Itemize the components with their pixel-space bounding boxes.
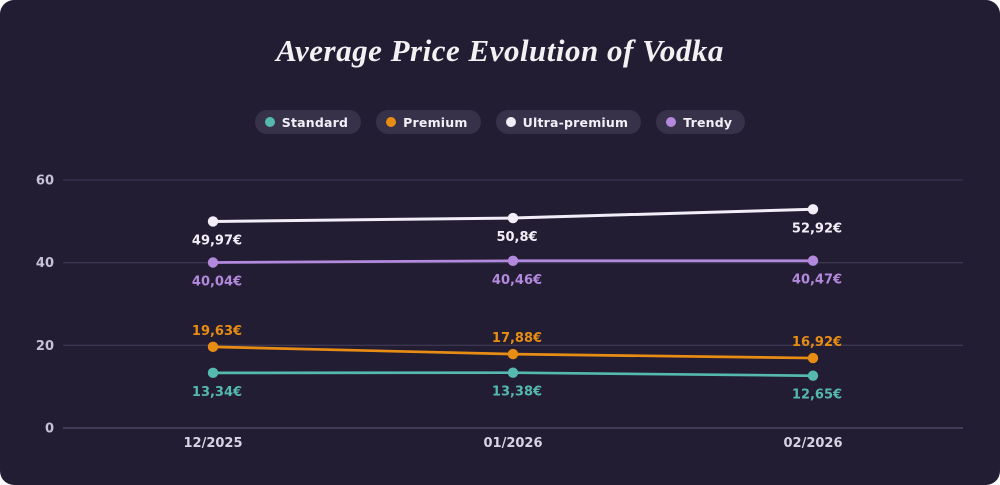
legend-item-label: Ultra-premium <box>522 114 629 130</box>
data-point-premium[interactable] <box>207 341 219 353</box>
x-tick-label: 02/2026 <box>783 436 842 451</box>
data-point-premium[interactable] <box>507 348 519 360</box>
chart-legend: Standard Premium Ultra-premium Trendy <box>0 110 1000 134</box>
legend-dot-icon <box>264 117 275 127</box>
legend-item-trendy[interactable]: Trendy <box>656 110 746 134</box>
y-tick-label: 60 <box>36 174 54 189</box>
legend-dot-icon <box>666 117 677 127</box>
y-tick-label: 40 <box>36 256 54 271</box>
data-point-label: 16,92€ <box>792 335 842 350</box>
chart-title: Average Price Evolution of Vodka <box>276 33 724 68</box>
legend-dot-icon <box>505 117 516 127</box>
x-tick-label: 01/2026 <box>483 436 542 451</box>
data-point-label: 19,63€ <box>192 324 242 339</box>
legend-item-premium[interactable]: Premium <box>376 110 481 134</box>
legend-item-standard[interactable]: Standard <box>254 110 362 134</box>
data-point-label: 50,8€ <box>496 230 537 245</box>
legend-item-label: Trendy <box>683 114 733 130</box>
legend-item-label: Premium <box>403 114 468 130</box>
data-point-trendy[interactable] <box>807 255 819 266</box>
data-point-label: 40,46€ <box>492 273 542 288</box>
data-point-ultra-premium[interactable] <box>207 216 219 227</box>
data-point-label: 17,88€ <box>492 331 542 346</box>
x-tick-label: 12/2025 <box>183 436 242 451</box>
legend-dot-icon <box>386 117 397 127</box>
y-tick-label: 0 <box>45 422 54 437</box>
data-point-label: 13,34€ <box>192 385 242 400</box>
data-point-label: 40,47€ <box>792 273 842 288</box>
data-point-ultra-premium[interactable] <box>507 212 519 224</box>
data-point-label: 52,92€ <box>792 221 842 236</box>
data-point-label: 49,97€ <box>192 233 242 248</box>
legend-item-label: Standard <box>281 114 349 130</box>
legend-item-ultra-premium[interactable]: Ultra-premium <box>495 110 642 134</box>
data-point-label: 13,38€ <box>492 385 542 400</box>
data-point-standard[interactable] <box>507 367 519 378</box>
y-tick-label: 20 <box>36 339 54 354</box>
data-point-standard[interactable] <box>807 370 819 381</box>
data-point-label: 40,04€ <box>192 275 242 290</box>
data-point-trendy[interactable] <box>507 255 519 266</box>
data-point-trendy[interactable] <box>207 257 219 268</box>
data-point-label: 12,65€ <box>792 388 842 403</box>
data-point-standard[interactable] <box>207 367 219 379</box>
data-point-premium[interactable] <box>807 352 819 364</box>
data-point-ultra-premium[interactable] <box>807 204 819 215</box>
